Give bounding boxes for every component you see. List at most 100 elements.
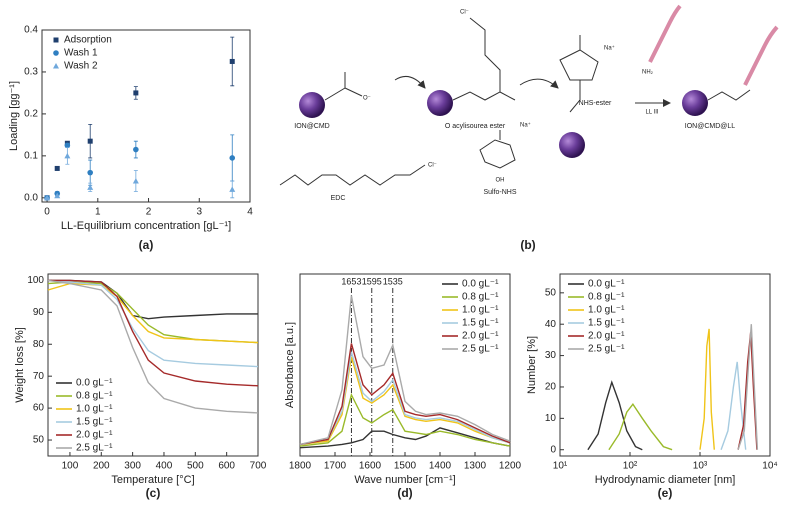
marker (132, 178, 139, 184)
series-line (737, 324, 759, 450)
y-tick-label: 10 (545, 413, 557, 424)
marker (44, 194, 51, 201)
marker (133, 90, 139, 96)
legend-marker (53, 63, 59, 69)
series-line (47, 279, 259, 368)
marker (54, 165, 60, 171)
plot-frame (41, 29, 251, 203)
bond (559, 35, 599, 113)
legend-label: 1.0 gL⁻¹ (588, 305, 625, 316)
nanoparticle (559, 132, 585, 158)
bond (452, 17, 516, 101)
reaction-arrow (519, 78, 559, 89)
x-tick-label: 1500 (394, 461, 417, 472)
compound-label: Sulfo-NHS (483, 189, 516, 196)
x-tick-label: 10¹ (553, 461, 568, 472)
compound-label: ION@CMD (294, 123, 330, 130)
x-tick-label: 1600 (359, 461, 382, 472)
x-tick-label: 700 (250, 461, 267, 472)
x-tick-label: 600 (218, 461, 235, 472)
x-axis-label: Wave number [cm⁻¹] (354, 474, 455, 486)
legend-label: 2.5 gL⁻¹ (76, 443, 113, 454)
legend-label: 1.5 gL⁻¹ (76, 417, 113, 428)
legend-marker (53, 50, 59, 56)
y-tick-label: 0.1 (24, 150, 38, 161)
scheme: O⁻ ION@CMD Cl⁻ EDC Cl⁻ O acylisourea est… (279, 4, 779, 252)
reference-label: 1653 (341, 276, 361, 286)
x-axis-label: LL-Equilibrium concentration [gL⁻¹] (61, 220, 231, 232)
legend-label: 1.0 gL⁻¹ (76, 404, 113, 415)
x-tick-label: 100 (62, 461, 79, 472)
panel-label: (b) (520, 238, 535, 252)
legend-label: 2.0 gL⁻¹ (76, 430, 113, 441)
compound-label: NHS-ester (579, 100, 612, 107)
nanoparticle (427, 90, 453, 116)
reference-label: 1595 (362, 276, 382, 286)
series-line (299, 295, 511, 446)
series-line (299, 343, 511, 446)
y-tick-label: 60 (33, 403, 45, 414)
legend-label: 0.8 gL⁻¹ (588, 292, 625, 303)
y-tick-label: 40 (545, 319, 557, 330)
peptide (743, 25, 779, 86)
y-axis-label: Loading [gg⁻¹] (8, 81, 20, 151)
x-tick-label: 1200 (499, 461, 522, 472)
y-tick-label: 30 (545, 350, 557, 361)
series-line (48, 279, 259, 387)
x-tick-label: 300 (124, 461, 141, 472)
x-tick-label: 3 (196, 207, 202, 218)
panel-label: (a) (139, 238, 154, 252)
y-axis-label: Number [%] (526, 336, 538, 394)
y-axis-label: Absorbance [a.u.] (284, 322, 296, 408)
legend-label: 0.8 gL⁻¹ (462, 292, 499, 303)
compound-label: ION@CMD@LL (685, 123, 735, 130)
series-line (720, 361, 747, 450)
marker (87, 184, 94, 190)
y-tick-label: 0.3 (24, 67, 38, 78)
legend-label: 2.5 gL⁻¹ (588, 344, 625, 355)
atom-label: Cl⁻ (460, 10, 469, 16)
series-line (587, 380, 643, 451)
plot-frame (559, 273, 771, 457)
x-tick-label: 10² (623, 461, 638, 472)
x-tick-label: 1800 (289, 461, 312, 472)
x-tick-label: 2 (146, 207, 152, 218)
bond (279, 164, 426, 186)
series-line (299, 427, 511, 449)
series-line (299, 392, 511, 447)
y-tick-label: 50 (545, 287, 557, 298)
x-tick-label: 4 (247, 207, 253, 218)
marker (87, 169, 93, 176)
series-line (299, 351, 511, 446)
bond (324, 72, 363, 101)
legend-label: 0.0 gL⁻¹ (588, 279, 625, 290)
series-line (608, 403, 673, 451)
atom-label: Na⁺ (604, 45, 615, 52)
peptide (648, 4, 682, 63)
y-tick-label: 0 (550, 444, 556, 455)
reaction-arrow (394, 75, 426, 89)
x-tick-label: 10⁴ (762, 461, 777, 472)
x-tick-label: 500 (187, 461, 204, 472)
x-tick-label: 1 (95, 207, 101, 218)
y-tick-label: 100 (27, 275, 44, 286)
legend-label: 0.0 gL⁻¹ (462, 279, 499, 290)
legend-marker (53, 37, 59, 43)
x-tick-label: 1400 (429, 461, 452, 472)
legend-label: 2.0 gL⁻¹ (462, 331, 499, 342)
atom-label: O⁻ (363, 96, 371, 102)
x-axis-label: Hydrodynamic diameter [nm] (595, 474, 736, 486)
compound-label: EDC (331, 195, 346, 202)
marker (54, 192, 61, 199)
y-tick-label: 90 (33, 307, 45, 318)
y-tick-label: 0.2 (24, 109, 38, 120)
series-line (47, 279, 259, 414)
legend-label: Wash 2 (64, 61, 98, 72)
legend-label: 1.5 gL⁻¹ (462, 318, 499, 329)
y-tick-label: 70 (33, 371, 45, 382)
panel-label: (d) (397, 486, 412, 500)
atom-label: OH (496, 178, 505, 184)
marker (64, 152, 71, 159)
x-tick-label: 1700 (324, 461, 347, 472)
